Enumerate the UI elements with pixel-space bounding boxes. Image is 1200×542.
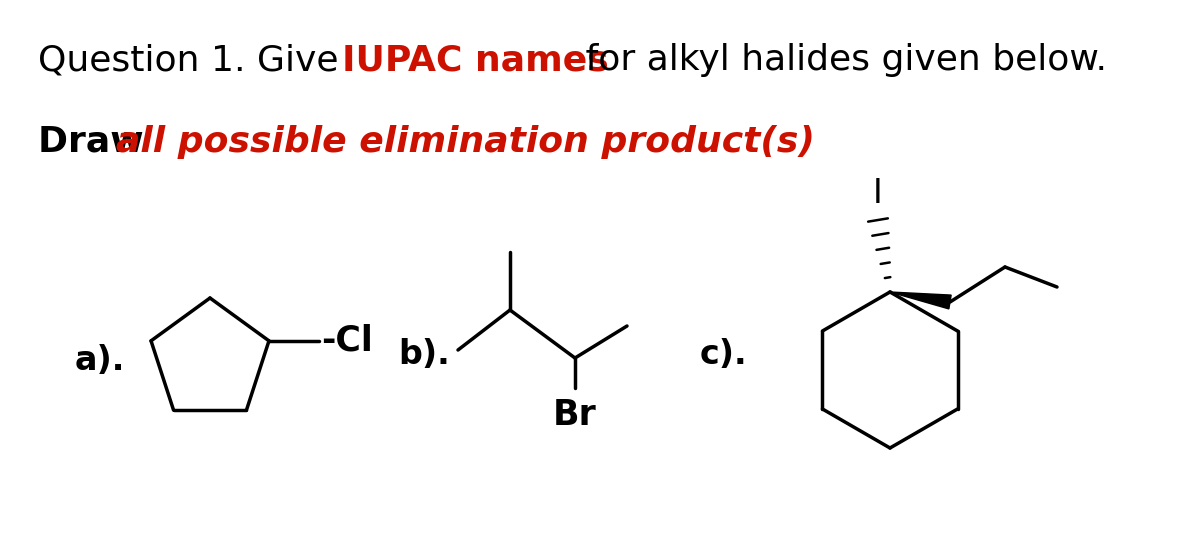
Text: IUPAC names: IUPAC names xyxy=(342,43,608,78)
Text: a).: a). xyxy=(74,344,125,377)
Text: -Cl: -Cl xyxy=(320,324,373,358)
Text: Br: Br xyxy=(553,398,596,432)
Text: Draw: Draw xyxy=(38,125,157,159)
Text: all possible elimination product(s): all possible elimination product(s) xyxy=(116,125,815,159)
Text: Question 1. Give: Question 1. Give xyxy=(38,43,350,78)
Text: c).: c). xyxy=(700,339,748,371)
Text: I: I xyxy=(874,177,883,210)
Text: for alkyl halides given below.: for alkyl halides given below. xyxy=(574,43,1106,78)
Polygon shape xyxy=(890,292,952,309)
Text: b).: b). xyxy=(398,339,450,371)
